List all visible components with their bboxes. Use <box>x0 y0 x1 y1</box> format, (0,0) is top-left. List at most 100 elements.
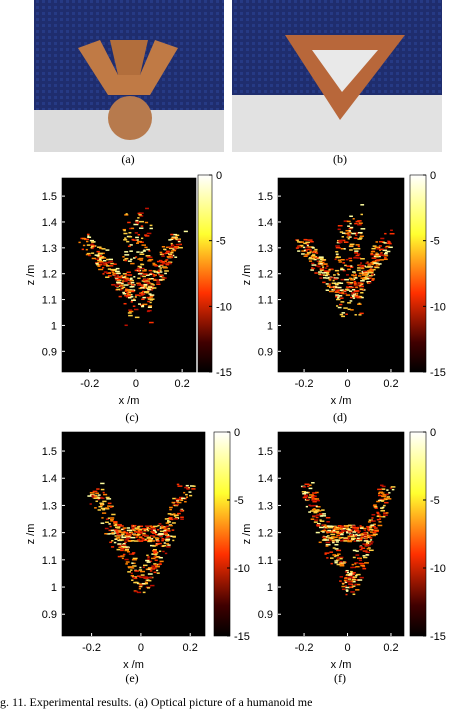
speckle <box>149 525 153 527</box>
speckle <box>316 506 321 508</box>
speckle <box>122 228 127 231</box>
speckle <box>122 273 127 275</box>
speckle <box>335 295 338 298</box>
speckle <box>94 507 97 509</box>
speckle <box>156 283 161 285</box>
speckle <box>168 247 173 250</box>
speckle <box>360 526 364 528</box>
speckle <box>360 533 363 535</box>
speckle <box>339 540 344 542</box>
speckle <box>339 576 344 578</box>
speckle <box>147 306 152 309</box>
speckle <box>349 222 352 225</box>
speckle <box>369 525 373 527</box>
speckle <box>156 281 161 283</box>
speckle <box>349 215 353 218</box>
speckle <box>138 212 144 214</box>
image-plot: 0.911.11.21.31.41.5-0.2 0 0.2x /mz /m0-5-1… <box>241 427 446 671</box>
speckle <box>172 502 175 504</box>
speckle <box>144 221 149 224</box>
speckle <box>148 293 152 295</box>
speckle <box>363 534 368 537</box>
x-tick-label: -0.2 <box>295 642 314 654</box>
speckle <box>326 520 330 523</box>
speckle <box>315 491 319 494</box>
speckle <box>346 590 349 592</box>
speckle <box>329 277 332 279</box>
speckle <box>326 273 330 276</box>
speckle <box>137 533 141 535</box>
speckle <box>164 272 167 275</box>
speckle <box>134 296 137 298</box>
speckle <box>333 555 337 558</box>
image-plot: 0.911.11.21.31.41.5-0.2 0 0.2x /mz /m0-5-1… <box>25 170 232 407</box>
speckle <box>367 528 371 531</box>
speckle <box>88 254 92 257</box>
speckle <box>312 504 318 507</box>
speckle <box>362 567 367 570</box>
speckle <box>371 263 375 266</box>
speckle <box>175 246 179 248</box>
speckle <box>100 504 104 506</box>
colorbar-tick-label: 0 <box>234 427 240 439</box>
speckle <box>108 258 114 261</box>
speckle <box>379 252 383 255</box>
speckle <box>352 571 356 574</box>
speckle <box>181 497 186 500</box>
speckle <box>148 258 154 261</box>
speckle <box>132 529 136 531</box>
speckle <box>389 232 395 235</box>
speckle <box>357 557 360 559</box>
speckle <box>365 543 368 545</box>
speckle <box>123 239 128 241</box>
colorbar-tick-label: -15 <box>430 367 446 379</box>
speckle <box>147 300 150 303</box>
speckle <box>160 278 165 281</box>
speckle <box>350 531 354 533</box>
speckle <box>97 259 102 261</box>
speckle <box>148 305 153 307</box>
speckle <box>385 493 389 496</box>
speckle <box>378 245 382 247</box>
speckle <box>124 548 130 551</box>
speckle <box>148 278 152 281</box>
speckle <box>346 274 349 276</box>
speckle <box>124 257 129 260</box>
speckle <box>368 541 374 543</box>
speckle <box>139 266 142 269</box>
speckle <box>111 540 114 542</box>
speckle <box>377 499 383 502</box>
speckle <box>152 536 156 538</box>
speckle <box>363 556 368 559</box>
speckle <box>125 537 131 539</box>
speckle <box>352 218 355 220</box>
speckle <box>309 249 312 251</box>
speckle <box>339 556 344 559</box>
speckle <box>330 533 336 536</box>
speckle <box>359 525 362 527</box>
speckle <box>323 528 326 530</box>
speckle <box>361 532 365 535</box>
speckle <box>380 488 386 490</box>
speckle <box>143 249 146 251</box>
speckle <box>161 537 164 540</box>
speckle <box>141 290 145 293</box>
speckle <box>125 274 128 276</box>
speckle <box>134 269 139 272</box>
speckle <box>139 220 144 223</box>
speckle <box>175 243 181 246</box>
speckle <box>356 537 360 540</box>
speckle <box>316 514 320 516</box>
speckle <box>102 252 105 255</box>
x-tick-label: 0 <box>138 642 144 654</box>
colorbar-tick-label: -10 <box>216 301 232 313</box>
speckle <box>313 495 317 497</box>
speckle <box>322 274 326 276</box>
speckle <box>147 568 152 570</box>
speckle <box>90 245 94 248</box>
speckle <box>370 531 373 533</box>
speckle <box>350 526 353 528</box>
speckle <box>94 495 97 497</box>
speckle <box>137 217 140 219</box>
speckle <box>146 561 151 563</box>
